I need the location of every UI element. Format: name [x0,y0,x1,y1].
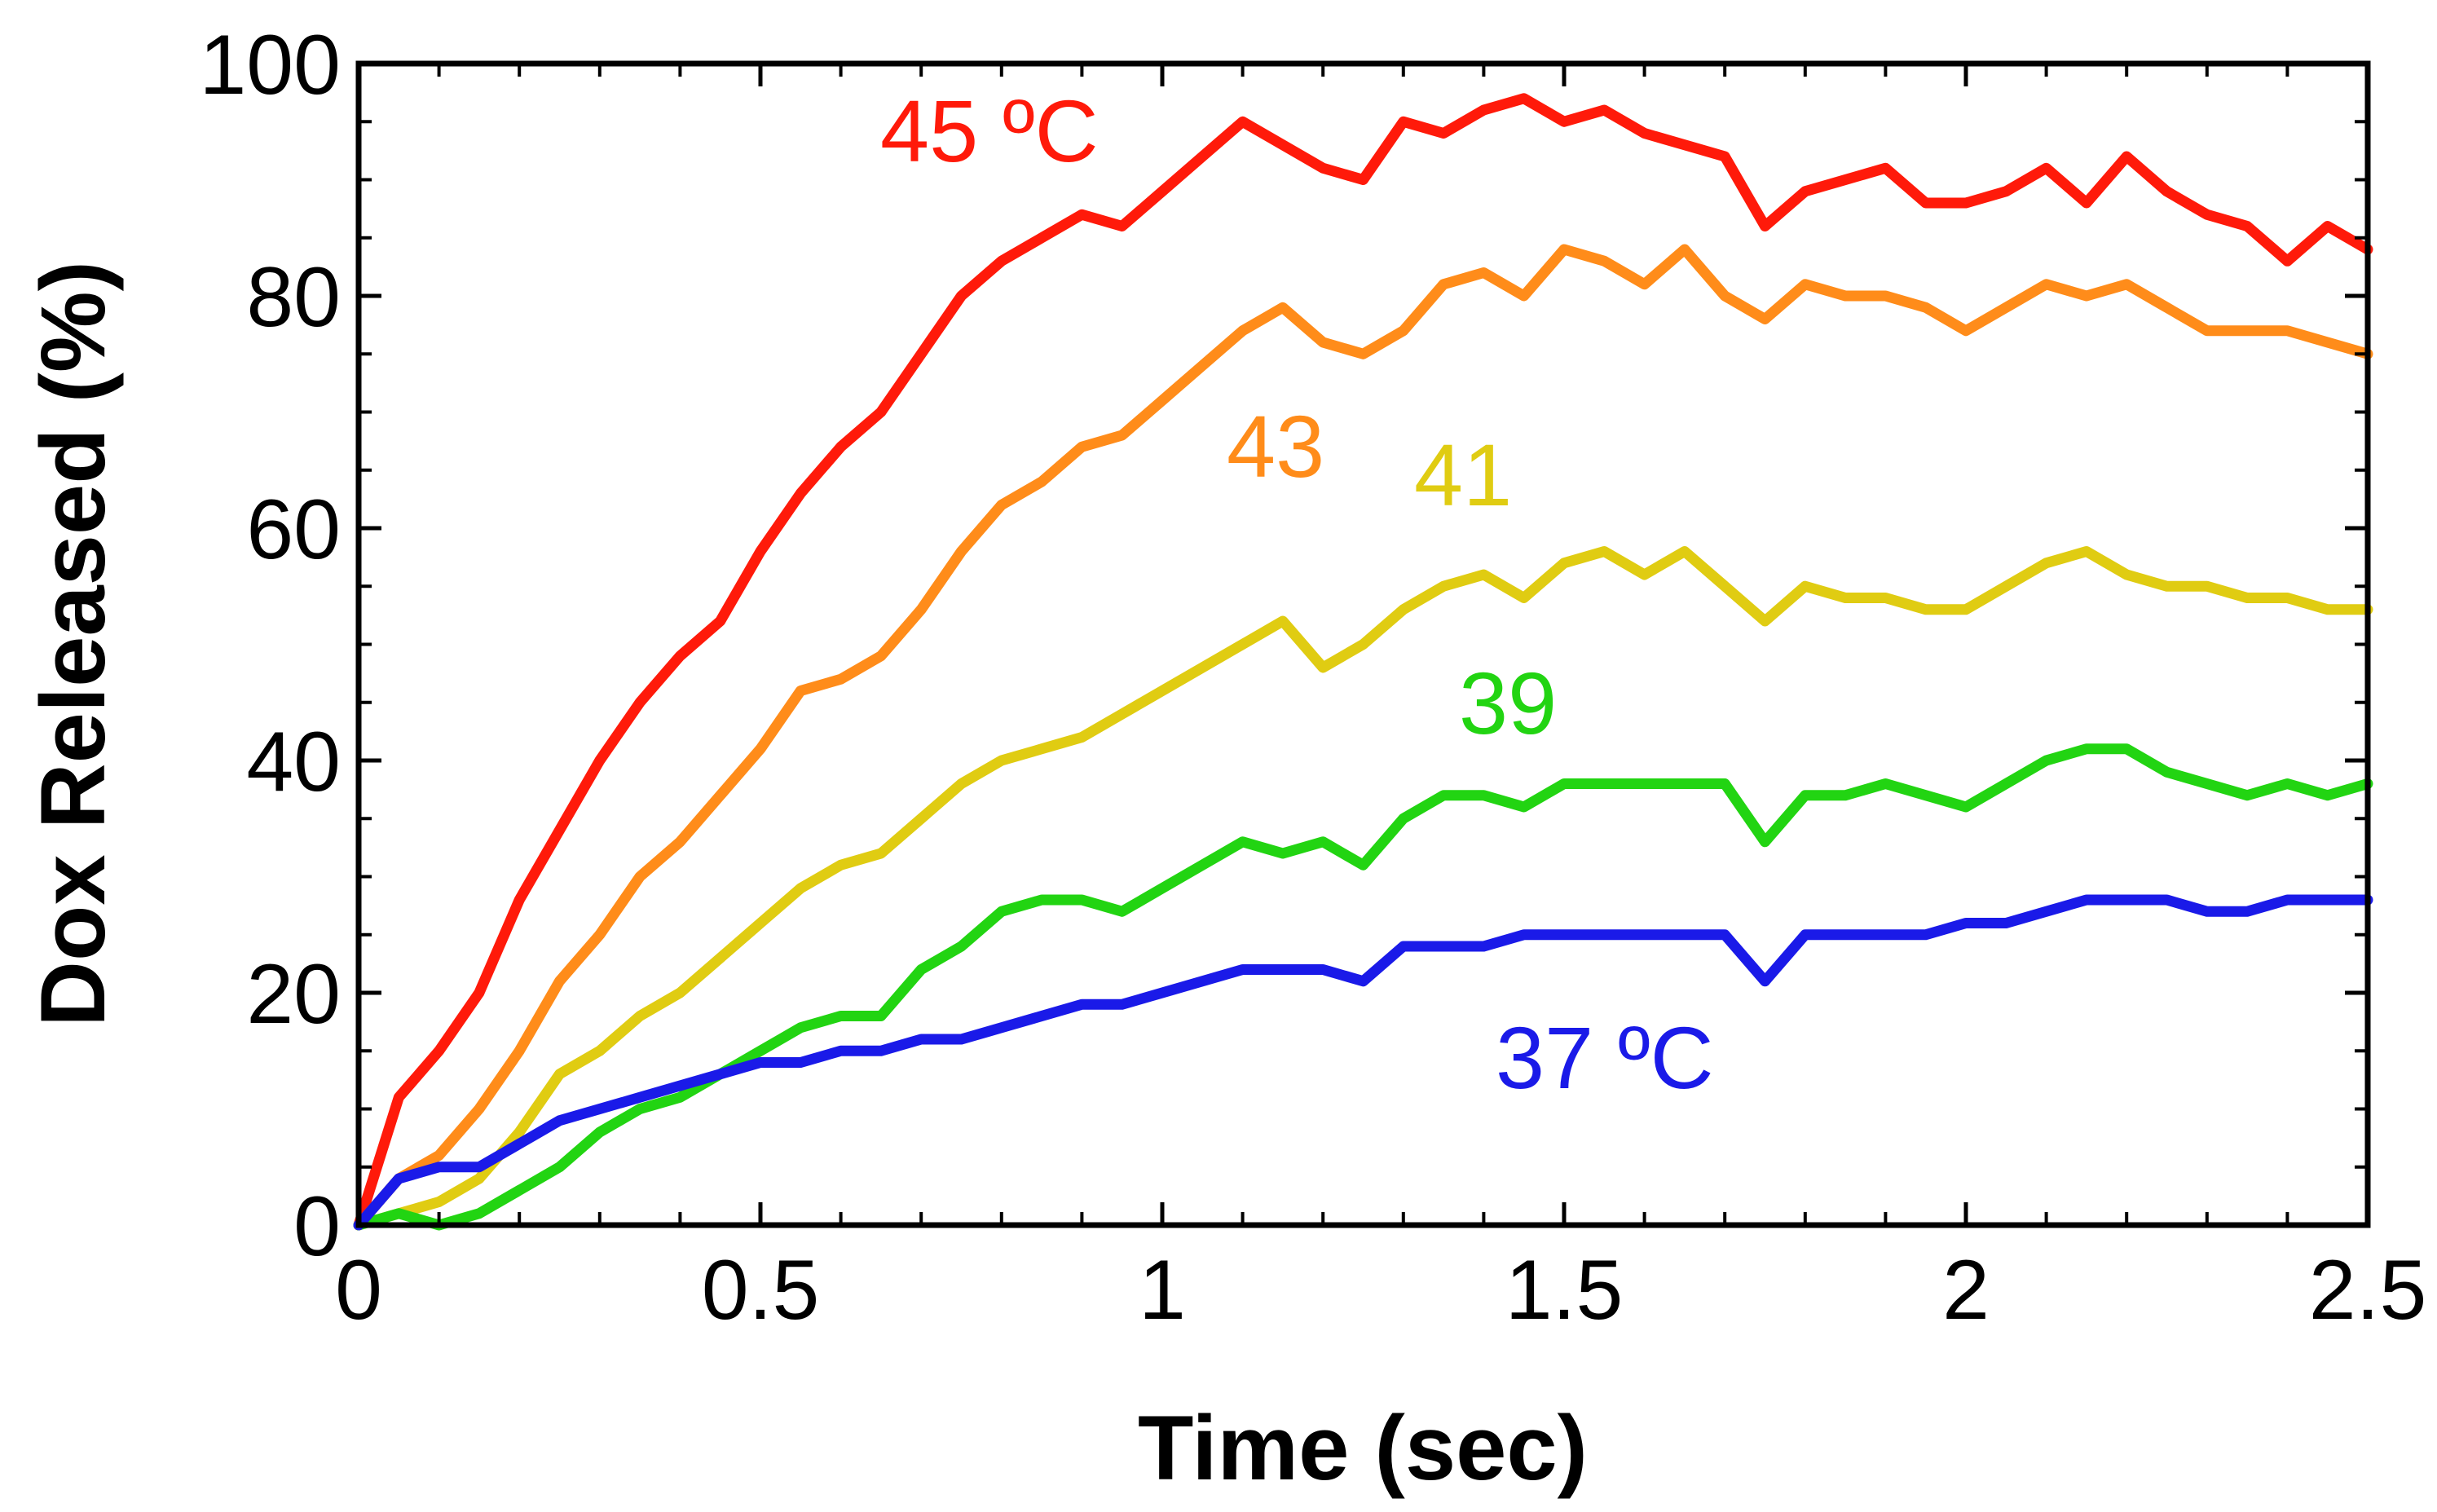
x-tick-labels: 0 0.5 1 1.5 2 2.5 [335,1243,2426,1338]
series-label-39c: 39 [1459,654,1557,752]
y-tick-label: 80 [246,250,341,345]
x-axis-title: Time (sec) [1138,1397,1588,1499]
series-label-41c: 41 [1414,425,1512,524]
y-tick-label: 60 [246,483,341,577]
y-tick-label: 100 [199,18,341,112]
series-line-43c [359,249,2368,1225]
series-line-45c [359,99,2368,1225]
y-tick-labels: 0 20 40 60 80 100 [199,18,341,1274]
series-label-45c: 45 ºC [880,82,1099,180]
series-line-39c [359,749,2368,1225]
series-label-37c: 37 ºC [1496,1008,1714,1107]
y-tick-label: 40 [246,715,341,809]
x-tick-label: 2 [1942,1243,1990,1338]
series-layer [359,99,2368,1225]
x-tick-label: 1.5 [1505,1243,1624,1338]
x-tick-label: 1 [1139,1243,1186,1338]
series-label-43c: 43 [1227,397,1324,496]
series-line-37c [359,900,2368,1225]
y-tick-label: 0 [293,1179,341,1274]
y-tick-label: 20 [246,947,341,1042]
y-axis-title: Dox Released (%) [22,261,124,1027]
release-kinetics-chart: 0 0.5 1 1.5 2 2.5 0 20 40 60 80 100 45 ºC 43 41 39 37 … [0,0,2437,1512]
x-tick-label: 0 [335,1243,382,1338]
series-labels: 45 ºC 43 41 39 37 ºC [880,82,1714,1107]
x-tick-label: 0.5 [702,1243,820,1338]
plot-area [359,64,2368,1225]
series-line-41c [359,552,2368,1226]
x-tick-label: 2.5 [2309,1243,2427,1338]
